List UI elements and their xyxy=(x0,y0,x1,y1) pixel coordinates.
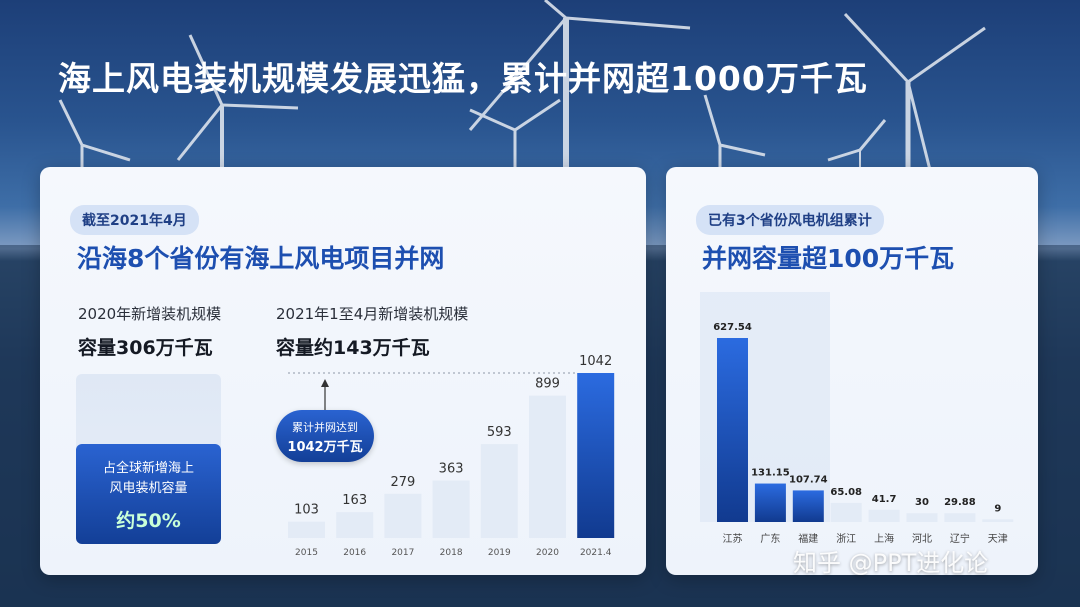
global-share-label: 占全球新增海上 风电装机容量 xyxy=(76,459,221,499)
data-label-2017: 279 xyxy=(390,475,415,490)
value-2020: 容量306万千瓦 xyxy=(78,337,213,359)
tick-label-2020: 2020 xyxy=(536,548,559,558)
global-share-panel: 占全球新增海上 风电装机容量 约50% xyxy=(76,444,221,544)
tick-label-上海: 上海 xyxy=(874,532,894,545)
watermark: 知乎 @PPT进化论 xyxy=(793,549,989,577)
tick-label-江苏: 江苏 xyxy=(723,532,743,545)
tick-label-辽宁: 辽宁 xyxy=(950,532,970,545)
data-label-2019: 593 xyxy=(487,425,512,440)
tick-label-广东: 广东 xyxy=(760,532,780,545)
bar-2020 xyxy=(529,395,566,538)
bar-辽宁 xyxy=(944,513,976,522)
bar-2017 xyxy=(384,493,422,538)
data-label-福建: 107.74 xyxy=(789,474,828,485)
global-share-value: 约50% xyxy=(116,510,181,532)
data-label-2021.4: 1042 xyxy=(579,354,612,369)
right-headline: 并网容量超100万千瓦 xyxy=(702,244,955,273)
value-2021: 容量约143万千瓦 xyxy=(276,337,430,359)
tick-label-天津: 天津 xyxy=(988,533,1008,545)
bar-天津 xyxy=(982,519,1014,522)
tick-label-2016: 2016 xyxy=(343,548,366,558)
data-label-辽宁: 29.88 xyxy=(944,497,976,508)
data-label-2018: 363 xyxy=(439,462,464,477)
callout-line1: 累计并网达到 xyxy=(292,421,358,434)
sub-label-2020: 2020年新增装机规模 xyxy=(78,305,222,323)
sub-label-2021: 2021年1至4月新增装机规模 xyxy=(276,305,469,323)
tick-label-2019: 2019 xyxy=(488,548,511,558)
arrow-head xyxy=(321,379,329,387)
bar-2018 xyxy=(432,480,470,538)
tick-label-2017: 2017 xyxy=(391,548,414,558)
global-share-label-line2: 风电装机容量 xyxy=(109,481,188,496)
tick-label-2021.4: 2021.4 xyxy=(580,548,612,558)
data-label-江苏: 627.54 xyxy=(713,322,752,333)
bar-河北 xyxy=(906,513,938,522)
bar-2015 xyxy=(288,521,325,538)
bar-福建 xyxy=(792,490,824,522)
tick-label-浙江: 浙江 xyxy=(836,533,856,545)
callout-line2: 1042万千瓦 xyxy=(287,440,363,455)
global-share-label-line1: 占全球新增海上 xyxy=(102,461,194,476)
page-title: 海上风电装机规模发展迅猛，累计并网超1000万千瓦 xyxy=(58,59,868,98)
data-label-广东: 131.15 xyxy=(751,468,790,479)
tick-label-2015: 2015 xyxy=(295,548,318,558)
bar-江苏 xyxy=(717,338,748,522)
bar-广东 xyxy=(754,483,786,522)
tick-label-福建: 福建 xyxy=(798,532,818,545)
bar-2019 xyxy=(480,444,518,538)
tick-label-河北: 河北 xyxy=(912,533,932,545)
bar-2016 xyxy=(336,512,374,538)
left-headline: 沿海8个省份有海上风电项目并网 xyxy=(77,244,445,273)
date-tag: 截至2021年4月 xyxy=(70,205,199,235)
bar-浙江 xyxy=(830,502,862,522)
bar-上海 xyxy=(868,509,900,522)
data-label-天津: 9 xyxy=(994,503,1001,514)
data-label-上海: 41.7 xyxy=(872,494,897,505)
data-label-浙江: 65.08 xyxy=(830,487,862,498)
cumulative-capacity-chart: 103 2015 163 2016 279 2017 363 2018 593 2019 899 20… xyxy=(288,354,615,558)
tick-label-2018: 2018 xyxy=(440,548,463,558)
province-tag: 已有3个省份风电机组累计 xyxy=(696,205,884,235)
cumulative-callout: 累计并网达到 1042万千瓦 xyxy=(276,410,374,462)
bar-2021.4 xyxy=(577,373,615,538)
data-label-河北: 30 xyxy=(915,497,929,508)
province-capacity-chart: 627.54 江苏 131.15 广东 107.74 福建 65.08 浙江 41.7 上海 30 河… xyxy=(700,292,1014,545)
data-label-2020: 899 xyxy=(535,377,560,392)
data-label-2015: 103 xyxy=(294,503,319,518)
data-label-2016: 163 xyxy=(342,493,367,508)
